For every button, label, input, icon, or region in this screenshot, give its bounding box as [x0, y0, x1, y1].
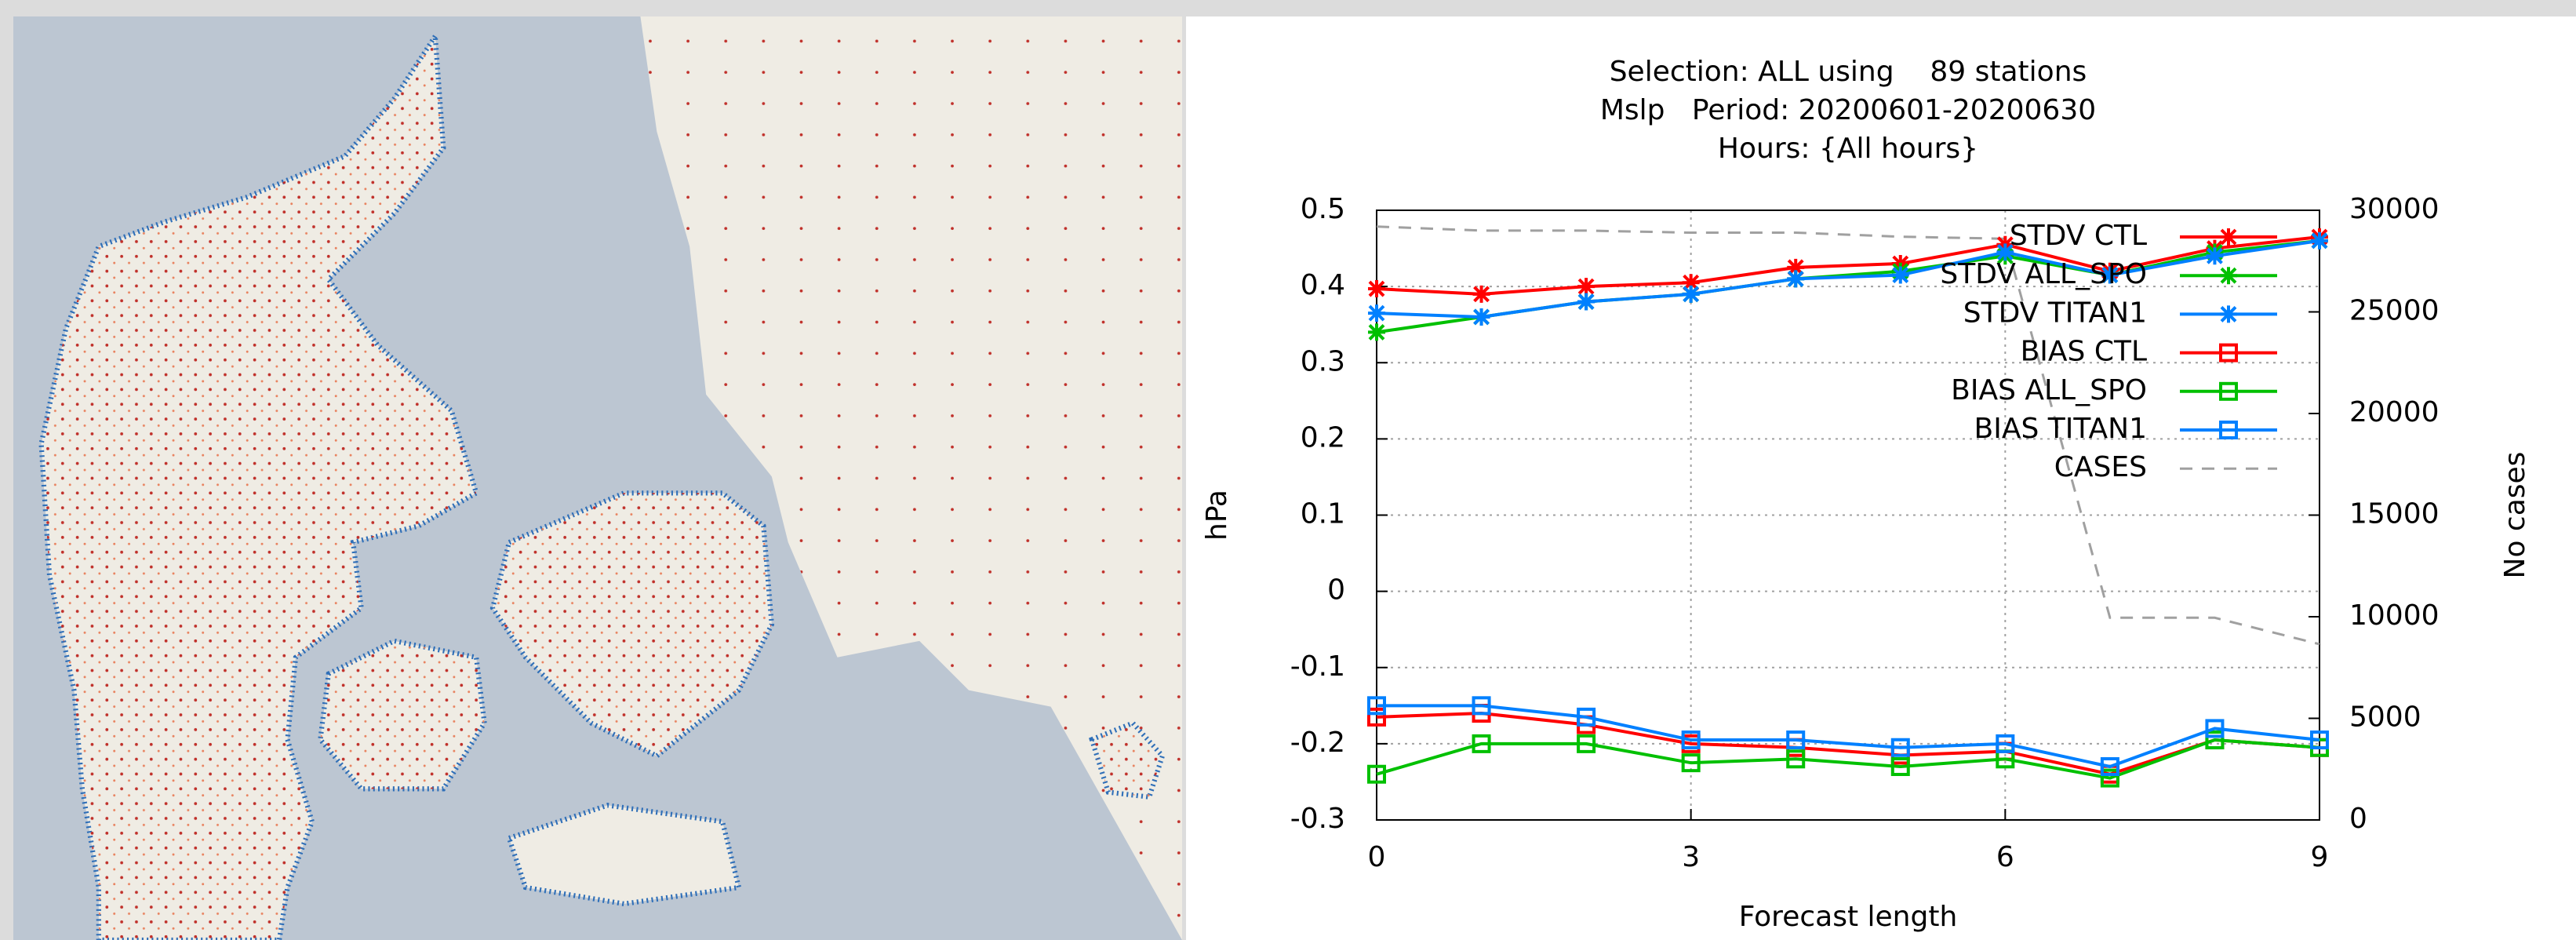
- point: [1368, 304, 1385, 322]
- screen: Selection: ALL using 89 stations Mslp Per…: [0, 0, 2576, 940]
- chart-title: Selection: ALL using 89 stations: [1610, 56, 2087, 88]
- y-tick-label: 0.2: [1301, 421, 1345, 454]
- x-tick-label: 0: [1368, 841, 1386, 873]
- y2-axis-label: No cases: [2499, 452, 2531, 579]
- y2-tick-label: 25000: [2349, 295, 2440, 327]
- point: [1787, 270, 1804, 287]
- legend-label: STDV ALL_SPO: [1940, 258, 2147, 290]
- point: [1683, 286, 1700, 303]
- point: [2206, 247, 2223, 264]
- x-tick-label: 3: [1682, 841, 1700, 873]
- y-tick-label: 0.3: [1301, 345, 1345, 377]
- x-tick-label: 6: [1996, 841, 2014, 873]
- legend-label: BIAS TITAN1: [1974, 413, 2148, 445]
- point: [1473, 308, 1490, 326]
- legend-label: BIAS CTL: [2021, 336, 2147, 368]
- y2-tick-label: 0: [2349, 803, 2367, 835]
- legend-label: CASES: [2054, 451, 2147, 483]
- legend-label: STDV CTL: [2010, 220, 2147, 252]
- map: [13, 16, 1182, 940]
- y-tick-label: -0.3: [1290, 803, 1345, 835]
- legend-label: BIAS ALL_SPO: [1951, 374, 2147, 406]
- y-axis-label: hPa: [1201, 490, 1233, 541]
- page: {"chart_data": {"type": "line", "title_l…: [0, 0, 2576, 940]
- point: [1577, 293, 1595, 311]
- y2-tick-label: 15000: [2349, 498, 2440, 530]
- x-axis-label: Forecast length: [1739, 901, 1958, 933]
- y-tick-label: 0.1: [1301, 498, 1345, 530]
- point: [1577, 278, 1595, 295]
- y2-tick-label: 20000: [2349, 396, 2440, 428]
- y-tick-label: -0.2: [1290, 727, 1345, 759]
- x-tick-label: 9: [2311, 841, 2329, 873]
- y2-tick-label: 5000: [2349, 701, 2421, 734]
- y-tick-label: 0.4: [1301, 269, 1345, 301]
- legend-marker: [2220, 305, 2237, 322]
- legend-marker: [2220, 267, 2237, 284]
- legend-label: STDV TITAN1: [1963, 297, 2147, 329]
- point: [1368, 280, 1385, 297]
- y-tick-label: -0.1: [1290, 650, 1345, 683]
- point: [1892, 267, 1909, 284]
- y-tick-label: 0.5: [1301, 193, 1345, 225]
- y-tick-label: 0: [1327, 574, 1345, 607]
- y2-tick-label: 10000: [2349, 599, 2440, 632]
- point: [2311, 232, 2328, 250]
- y2-tick-label: 30000: [2349, 193, 2440, 225]
- chart-title: Mslp Period: 20200601-20200630: [1600, 94, 2096, 126]
- point: [1368, 323, 1385, 341]
- legend-marker: [2220, 228, 2237, 246]
- chart-title: Hours: {All hours}: [1718, 133, 1978, 165]
- point: [1473, 286, 1490, 303]
